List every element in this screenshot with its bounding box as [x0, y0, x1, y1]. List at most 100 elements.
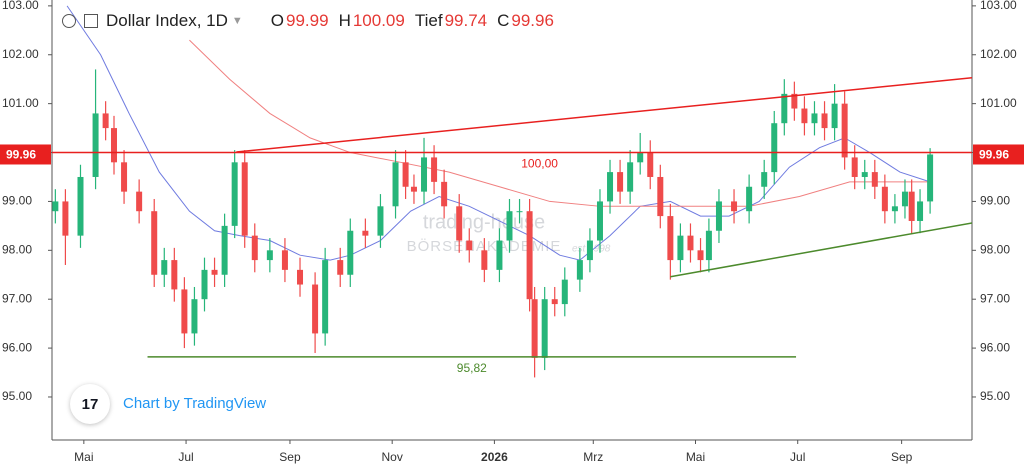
candle-body [781, 93, 788, 124]
y-tick-label: 97.00 [2, 291, 32, 305]
ohlc-value: 99.96 [511, 11, 554, 30]
candle-body [657, 176, 664, 217]
candle-body [496, 240, 503, 270]
candle-body [586, 240, 593, 261]
x-tick-label: Mrz [583, 450, 603, 464]
x-tick-label: Mai [74, 450, 93, 464]
ohlc-value: 99.99 [286, 11, 329, 30]
candle-body [121, 162, 128, 192]
y-tick-label: 98.00 [980, 242, 1010, 256]
candle-body [821, 113, 828, 129]
candle-body [917, 201, 924, 221]
level-label: 100,00 [521, 157, 558, 171]
candle-body [687, 235, 694, 251]
candle-body [541, 299, 548, 358]
ohlc-key: C [497, 11, 510, 30]
price-tag [0, 144, 51, 165]
candle-body [731, 201, 738, 212]
candle-body [481, 250, 488, 270]
y-tick-label: 97.00 [980, 291, 1010, 305]
candle-body [627, 162, 634, 192]
candle-body [791, 93, 798, 109]
candle-body [241, 162, 248, 236]
candle-body [181, 289, 188, 334]
candle-body [811, 113, 818, 124]
collapse-icon[interactable] [62, 14, 76, 28]
candle-body [596, 201, 603, 241]
price-tag-label: 99.96 [979, 148, 1009, 162]
level-label: 95,82 [457, 361, 487, 375]
candle-body [516, 211, 523, 213]
candle-body [576, 260, 583, 280]
y-tick-label: 103.00 [980, 0, 1017, 12]
symbol-caret[interactable]: ▼ [231, 15, 243, 27]
candle-body [715, 201, 722, 231]
candle-body [531, 299, 538, 358]
ohlc-key: O [270, 11, 285, 30]
candle-body [647, 152, 654, 177]
credit[interactable]: Chart by TradingView [123, 395, 267, 412]
watermark-brand: trading-house [423, 211, 545, 233]
candle-body [251, 235, 258, 261]
y-tick-label: 99.00 [980, 194, 1010, 208]
candle-body [881, 186, 888, 212]
candle-body [92, 113, 99, 177]
y-tick-label: 98.00 [2, 242, 32, 256]
candle-body [377, 206, 384, 236]
candle-body [607, 172, 614, 202]
price-tag [973, 144, 1024, 165]
candle-body [211, 269, 218, 275]
candle-body [52, 201, 59, 212]
y-tick-label: 95.00 [2, 389, 32, 403]
y-tick-label: 96.00 [2, 340, 32, 354]
candle-body [421, 157, 428, 192]
candle-body [705, 230, 712, 261]
candle-body [697, 250, 704, 261]
candle-body [297, 269, 304, 285]
ohlc-key: Tief [414, 11, 443, 30]
candle-body [617, 172, 624, 192]
candle-body [667, 216, 674, 261]
add-icon[interactable] [84, 14, 98, 28]
candle-body [891, 206, 898, 212]
candle-body [771, 123, 778, 173]
candle-body [431, 157, 438, 182]
x-tick-label: Mai [686, 450, 705, 464]
candle-body [337, 260, 344, 275]
candle-body [908, 191, 915, 221]
candle-body [801, 108, 808, 124]
candle-body [322, 260, 329, 334]
y-tick-label: 102.00 [980, 47, 1017, 61]
y-tick-label: 96.00 [980, 340, 1010, 354]
x-tick-label: Nov [382, 450, 403, 464]
trend-line [670, 222, 972, 278]
tradingview-logo[interactable]: 17 [70, 384, 110, 424]
candle-body [221, 225, 228, 275]
candle-body [191, 299, 198, 334]
candle-body [62, 201, 69, 236]
candle-body [312, 284, 319, 334]
candle-body [551, 299, 558, 305]
candle-body [392, 162, 399, 207]
ohlc-key: H [338, 11, 351, 30]
candle-body [171, 260, 178, 290]
candle-body [677, 235, 684, 261]
candle-body [266, 250, 273, 261]
y-tick-label: 101.00 [980, 96, 1017, 110]
candle-body [410, 186, 417, 192]
candle-body [637, 152, 644, 163]
symbol-title[interactable]: Dollar Index, 1D [106, 11, 228, 30]
candle-body [136, 191, 143, 212]
y-tick-label: 102.00 [2, 47, 39, 61]
moving-average [66, 5, 931, 261]
ohlc-value: 99.74 [444, 11, 488, 30]
x-tick-label: Jul [790, 450, 805, 464]
candle-body [161, 260, 168, 275]
candle-body [402, 162, 409, 187]
candle-body [861, 172, 868, 177]
candle-body [456, 206, 463, 241]
candle-body [281, 250, 288, 270]
legend-header: Dollar Index, 1D ▼ O 99.99 H 100.09 Tief 99… [62, 9, 554, 33]
candle-body [831, 103, 838, 129]
